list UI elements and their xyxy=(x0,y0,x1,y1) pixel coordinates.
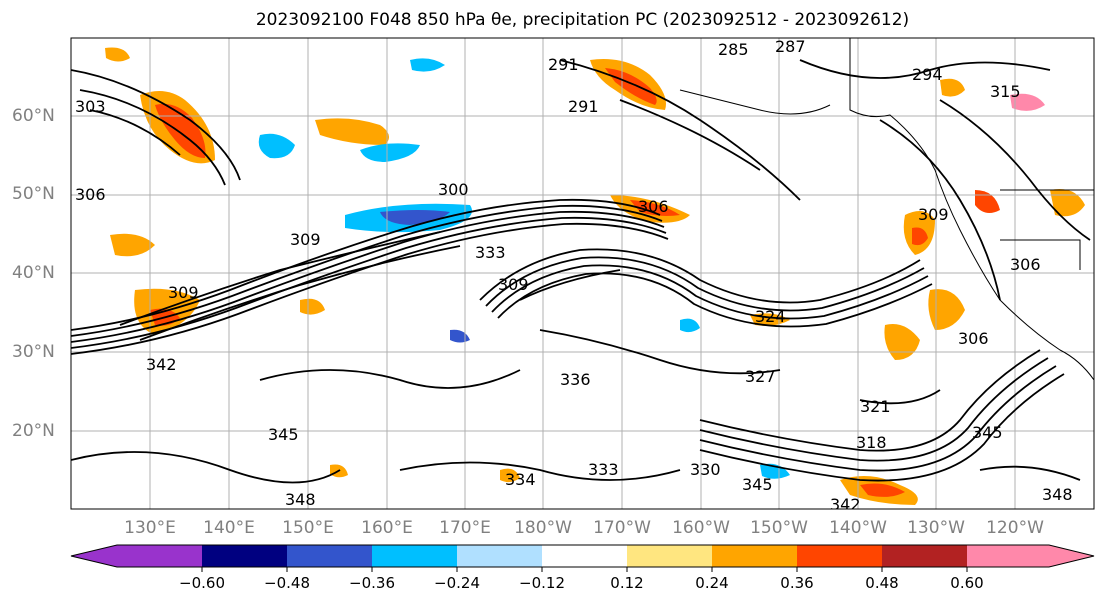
contour-label: 348 xyxy=(285,490,316,509)
precip-shading xyxy=(105,47,1085,505)
colorbar-tick-label: 0.48 xyxy=(865,574,899,592)
contour-labels: 285 287 291 291 294 315 303 306 300 306 … xyxy=(75,37,1073,514)
lat-label: 60°N xyxy=(12,106,55,126)
contour-label: 287 xyxy=(775,37,806,56)
contour-label: 300 xyxy=(438,180,469,199)
map-frame xyxy=(70,37,1095,510)
colorbar-segment xyxy=(457,545,542,567)
colorbar-tick-label: 0.60 xyxy=(950,574,984,592)
contour-label: 309 xyxy=(168,283,199,302)
colorbar-segment xyxy=(882,545,967,567)
colorbar-tick-label: 0.24 xyxy=(695,574,729,592)
contour-label: 327 xyxy=(745,367,776,386)
contour-label: 345 xyxy=(742,475,773,494)
contour-label: 309 xyxy=(290,230,321,249)
colorbar-segment xyxy=(372,545,457,567)
contour-label: 306 xyxy=(1010,255,1041,274)
contour-label: 306 xyxy=(75,185,106,204)
colorbar-segment xyxy=(71,545,202,567)
lat-label: 20°N xyxy=(12,421,55,441)
contour-label: 315 xyxy=(990,82,1021,101)
coastlines xyxy=(679,38,1094,381)
lon-label: 170°W xyxy=(593,518,651,538)
colorbar-tick-label: −0.24 xyxy=(434,574,480,592)
contour-label: 333 xyxy=(588,460,619,479)
contour-label: 306 xyxy=(958,329,989,348)
lon-label: 130°W xyxy=(907,518,965,538)
colorbar-segment xyxy=(542,545,627,567)
lon-label: 160°W xyxy=(672,518,730,538)
map-title: 2023092100 F048 850 hPa θe, precipitatio… xyxy=(255,10,910,30)
contour-label: 342 xyxy=(830,495,861,514)
contour-label: 321 xyxy=(860,397,891,416)
contour-label: 345 xyxy=(972,423,1003,442)
contour-label: 291 xyxy=(548,55,579,74)
contour-label: 336 xyxy=(560,370,591,389)
colorbar-tick-label: −0.48 xyxy=(264,574,310,592)
colorbar-tick-label: 0.12 xyxy=(610,574,644,592)
lon-label: 150°W xyxy=(750,518,808,538)
lon-label: 130°E xyxy=(124,518,176,538)
lon-label: 120°W xyxy=(986,518,1044,538)
lon-label: 170°E xyxy=(439,518,491,538)
lon-label: 140°E xyxy=(203,518,255,538)
contour-label: 330 xyxy=(690,460,721,479)
colorbar-outline xyxy=(70,544,1095,568)
lon-label: 160°E xyxy=(361,518,413,538)
contour-label: 291 xyxy=(568,97,599,116)
colorbar-segment xyxy=(287,545,372,567)
contour-label: 348 xyxy=(1042,485,1073,504)
colorbar-tick-label: −0.60 xyxy=(179,574,225,592)
contour-label: 303 xyxy=(75,97,106,116)
colorbar-tick-label: −0.12 xyxy=(519,574,565,592)
colorbar-segment xyxy=(967,545,1094,567)
contour-label: 334 xyxy=(505,470,536,489)
colorbar-segment xyxy=(797,545,882,567)
lon-label: 180°W xyxy=(514,518,572,538)
contour-label: 318 xyxy=(856,433,887,452)
colorbar-segment xyxy=(627,545,712,567)
colorbar-segment xyxy=(202,545,287,567)
colorbar-tick-label: −0.36 xyxy=(349,574,395,592)
lat-label: 50°N xyxy=(12,184,55,204)
contour-label: 345 xyxy=(268,425,299,444)
theta-e-contours xyxy=(71,59,1091,484)
contour-label: 309 xyxy=(498,275,529,294)
contour-label: 324 xyxy=(755,307,786,326)
colorbar-ticks xyxy=(201,567,968,572)
lon-label: 140°W xyxy=(829,518,887,538)
contour-label: 306 xyxy=(638,197,669,216)
contour-label: 309 xyxy=(918,205,949,224)
lat-label: 40°N xyxy=(12,263,55,283)
contour-label: 294 xyxy=(912,65,943,84)
contour-label: 285 xyxy=(718,40,749,59)
contour-label: 333 xyxy=(475,243,506,262)
contour-label: 342 xyxy=(146,355,177,374)
colorbar-segment xyxy=(712,545,797,567)
lat-label: 30°N xyxy=(12,342,55,362)
lon-label: 150°E xyxy=(282,518,334,538)
colorbar-tick-label: 0.36 xyxy=(780,574,814,592)
graticule xyxy=(71,38,1094,509)
